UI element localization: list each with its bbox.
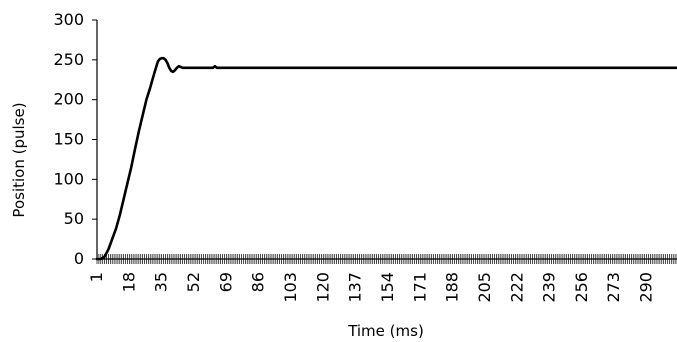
y-tick-label: 50 [64, 209, 84, 228]
x-tick-label: 256 [572, 272, 591, 303]
y-tick-label: 300 [53, 10, 84, 29]
y-tick-label: 150 [53, 130, 84, 149]
y-tick-label: 250 [53, 50, 84, 69]
x-tick-label: 120 [313, 272, 332, 303]
y-tick-label: 200 [53, 90, 84, 109]
x-tick-label: 188 [443, 272, 462, 303]
series-line [95, 56, 677, 261]
x-tick-label: 18 [119, 272, 138, 292]
x-tick-label: 205 [475, 272, 494, 303]
x-tick-label: 290 [637, 272, 656, 303]
x-axis-title: Time (ms) [347, 322, 424, 340]
y-tick-label: 0 [74, 249, 84, 268]
x-tick-label: 35 [152, 272, 171, 292]
y-tick-label: 100 [53, 169, 84, 188]
x-tick-label: 239 [540, 272, 559, 303]
x-tick-label: 86 [249, 272, 268, 292]
x-tick-label: 171 [410, 272, 429, 303]
y-axis-title: Position (pulse) [10, 102, 28, 217]
x-tick-label: 52 [184, 272, 203, 292]
x-tick-label: 154 [378, 272, 397, 303]
x-tick-label: 273 [604, 272, 623, 303]
x-tick-label: 137 [346, 272, 365, 303]
x-tick-label: 69 [216, 272, 235, 292]
x-tick-label: 222 [507, 272, 526, 303]
x-tick-label: 1 [87, 272, 106, 282]
plot-area: 0 50 100 150 200 250 300 1 18 35 52 69 86 103 120 137 15… [53, 10, 677, 303]
x-tick-label: 103 [281, 272, 300, 303]
